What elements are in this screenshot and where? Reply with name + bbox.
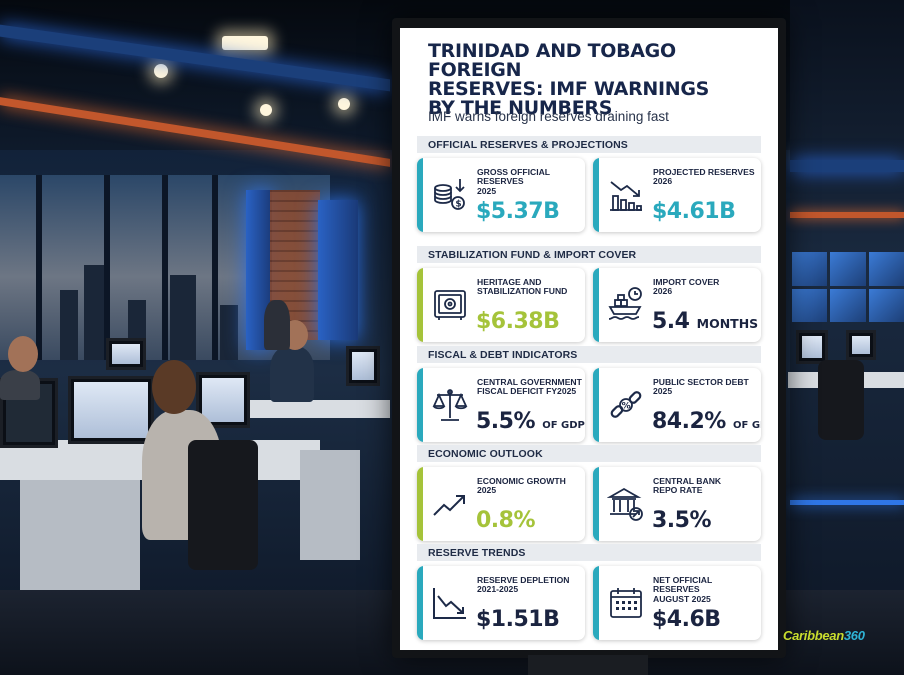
computer-monitor xyxy=(68,376,154,444)
safe-icon xyxy=(431,286,469,324)
stat-card-projected-reserves: PROJECTED RESERVES 2026 $4.61B xyxy=(593,158,761,232)
building xyxy=(60,290,78,360)
stat-card-net-reserves: NET OFFICIAL RESERVES AUGUST 2025 $4.6B xyxy=(593,566,761,640)
section-header: RESERVE TRENDS xyxy=(417,544,761,561)
bank-icon xyxy=(606,485,645,523)
office-chair xyxy=(818,360,864,440)
desk-drawer xyxy=(300,450,360,560)
stat-card-gross-reserves: $ GROSS OFFICIAL RESERVES 2025 $5.37B xyxy=(417,158,585,232)
stat-label: HERITAGE AND STABILIZATION FUND xyxy=(477,277,568,297)
video-wall xyxy=(792,252,904,322)
stat-label: CENTRAL BANK REPO RATE xyxy=(653,476,722,496)
stat-value: $5.37B xyxy=(476,199,560,224)
stat-value: $4.61B xyxy=(652,199,736,224)
stat-card-import-cover: IMPORT COVER 2026 5.4 MONTHS xyxy=(593,268,761,342)
stat-label: PROJECTED RESERVES 2026 xyxy=(653,167,755,187)
ceiling-light xyxy=(222,36,268,50)
desk-top xyxy=(250,400,390,418)
stat-value: 5.4 MONTHS xyxy=(652,309,759,334)
person-head xyxy=(152,360,196,414)
ceiling-light xyxy=(338,98,350,110)
stat-unit: OF GDP xyxy=(542,420,585,431)
coins-down-icon: $ xyxy=(431,176,469,214)
building xyxy=(220,305,238,360)
window-mullion xyxy=(104,175,110,360)
stat-value: 3.5% xyxy=(652,508,712,533)
balance-scale-icon xyxy=(431,386,469,424)
ceiling-light xyxy=(260,104,272,116)
section-header: ECONOMIC OUTLOOK xyxy=(417,445,761,462)
stat-card-public-debt: % PUBLIC SECTOR DEBT 2025 84.2% OF GDP xyxy=(593,368,761,442)
orange-accent-beam xyxy=(790,212,904,218)
computer-monitor xyxy=(106,338,146,370)
display-stand xyxy=(528,655,648,675)
stat-unit: MONTHS xyxy=(696,316,759,331)
seated-person xyxy=(0,370,40,400)
declining-bars-icon xyxy=(607,176,645,214)
stat-label: PUBLIC SECTOR DEBT 2025 xyxy=(653,377,749,397)
stat-value: 0.8% xyxy=(476,508,536,533)
trend-up-icon xyxy=(431,485,469,523)
window-mullion xyxy=(36,175,42,360)
stat-card-economic-growth: ECONOMIC GROWTH 2025 0.8% xyxy=(417,467,585,541)
caribbean360-logo: Caribbean360 xyxy=(783,628,865,643)
stat-label: NET OFFICIAL RESERVES AUGUST 2025 xyxy=(653,575,713,604)
trend-down-icon xyxy=(431,584,469,622)
person-head xyxy=(8,336,38,372)
stat-card-heritage-fund: HERITAGE AND STABILIZATION FUND $6.38B xyxy=(417,268,585,342)
window-mullion xyxy=(162,175,168,360)
stat-label: RESERVE DEPLETION 2021-2025 xyxy=(477,575,570,595)
infographic-panel: TRINIDAD AND TOBAGO FOREIGN RESERVES: IM… xyxy=(400,28,778,650)
building xyxy=(84,265,106,360)
blue-accent-beam xyxy=(790,160,904,172)
building xyxy=(170,275,196,360)
stat-value: $1.51B xyxy=(476,607,560,632)
computer-monitor xyxy=(796,330,828,364)
svg-text:$: $ xyxy=(455,200,461,210)
infographic-title: TRINIDAD AND TOBAGO FOREIGN RESERVES: IM… xyxy=(428,40,710,119)
stat-card-repo-rate: CENTRAL BANK REPO RATE 3.5% xyxy=(593,467,761,541)
computer-monitor xyxy=(346,346,380,386)
stat-value: $6.38B xyxy=(476,309,560,334)
section-header: OFFICIAL RESERVES & PROJECTIONS xyxy=(417,136,761,153)
stat-label: CENTRAL GOVERNMENT FISCAL DEFICIT FY2025 xyxy=(477,377,582,397)
ceiling-light xyxy=(154,64,168,78)
floor-light xyxy=(790,500,904,505)
standing-person xyxy=(264,300,290,350)
stat-card-reserve-depletion: RESERVE DEPLETION 2021-2025 $1.51B xyxy=(417,566,585,640)
stat-value: $4.6B xyxy=(652,607,721,632)
office-chair xyxy=(188,440,258,570)
stat-label: ECONOMIC GROWTH 2025 xyxy=(477,476,566,496)
computer-monitor xyxy=(846,330,876,360)
window-mullion xyxy=(212,175,218,360)
seated-man xyxy=(270,346,314,402)
stat-value: 5.5% OF GDP xyxy=(476,409,585,434)
cargo-ship-clock-icon xyxy=(607,286,645,324)
section-header: STABILIZATION FUND & IMPORT COVER xyxy=(417,246,761,263)
infographic-subtitle: IMF warns foreign reserves draining fast xyxy=(428,109,669,124)
stat-card-fiscal-deficit: CENTRAL GOVERNMENT FISCAL DEFICIT FY2025… xyxy=(417,368,585,442)
stat-label: GROSS OFFICIAL RESERVES 2025 xyxy=(477,167,551,196)
svg-text:%: % xyxy=(622,402,631,412)
section-header: FISCAL & DEBT INDICATORS xyxy=(417,346,761,363)
calendar-icon xyxy=(607,584,645,622)
blue-pillar xyxy=(318,200,358,340)
chain-percent-icon: % xyxy=(607,386,645,424)
stat-unit: OF GDP xyxy=(733,420,761,431)
stat-label: IMPORT COVER 2026 xyxy=(653,277,720,297)
stat-value: 84.2% OF GDP xyxy=(652,409,761,434)
